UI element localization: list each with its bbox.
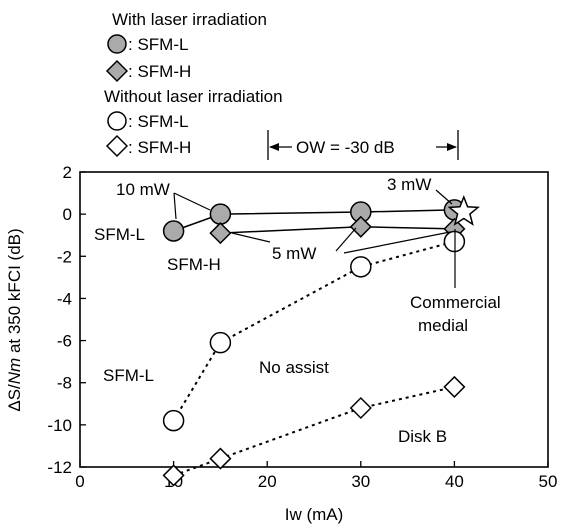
annotation-sfm-l-top: SFM-L [94, 225, 145, 244]
arrow-10mw-to-10 [173, 192, 177, 220]
series-line-4 [173, 385, 455, 477]
data-point-diamond [209, 447, 232, 470]
y-tick-label: -2 [57, 247, 72, 266]
y-axis-label: ΔS/Nm at 350 kFCI (dB) [5, 228, 24, 411]
ow-bracket-right-arrowhead [447, 143, 457, 151]
annotation-medial: medial [418, 316, 468, 335]
axis-ticks [79, 171, 549, 468]
data-point-diamond [443, 375, 466, 398]
annotation-3mw: 3 mW [387, 175, 431, 194]
arrow-5mw-to-30 [335, 227, 357, 252]
data-point-circle [350, 256, 372, 278]
annotation-5mw: 5 mW [272, 244, 316, 263]
data-point-circle [209, 331, 232, 354]
legend-label-sfm-l-no-laser: : SFM-L [128, 112, 188, 131]
plot-frame [79, 171, 549, 468]
legend-title-with-laser: With laser irradiation [112, 10, 267, 29]
legend-title-without-laser: Without laser irradiation [104, 87, 283, 106]
series-line-2 [220, 226, 455, 234]
data-point-diamond [349, 396, 372, 420]
y-tick-label: -8 [57, 374, 72, 393]
y-tick-label: -10 [47, 416, 72, 435]
annotation-commercial: Commercial [410, 293, 501, 312]
y-tick-label: -4 [57, 289, 72, 308]
x-tick-label: 50 [539, 472, 558, 491]
annotation-disk-b: Disk B [398, 427, 447, 446]
y-axis-label-prefix: ΔS/ [5, 384, 24, 412]
x-tick-label: 20 [258, 472, 277, 491]
ow-bracket: OW = -30 dB [267, 130, 459, 160]
data-point-circle [209, 203, 232, 225]
data-point-circle [162, 220, 185, 242]
annotation-10mw: 10 mW [116, 180, 170, 199]
legend-marker-sfm-l-laser [107, 34, 127, 54]
y-tick-label: -12 [47, 458, 72, 477]
legend-label-sfm-h-no-laser: : SFM-H [128, 138, 191, 157]
annotation-no-assist: No assist [259, 358, 329, 377]
x-axis-label: Iw (mA) [285, 505, 344, 524]
legend-label-sfm-h-laser: : SFM-H [128, 62, 191, 81]
arrow-3mw-to-40 [435, 189, 453, 205]
y-tick-label: 2 [63, 163, 72, 182]
ow-bracket-label: OW = -30 dB [296, 138, 395, 157]
series-line-3 [172, 240, 455, 422]
y-tick-label: -6 [57, 332, 72, 351]
series-line-1 [173, 209, 455, 232]
axis-tick-labels: 01020304050-12-10-8-6-4-202 [47, 163, 557, 491]
data-point-diamond [162, 464, 185, 487]
legend-marker-sfm-h-laser [105, 59, 129, 83]
annotation-arrows [173, 189, 453, 254]
data-point-diamond [209, 222, 232, 245]
y-axis-label-suffix: at 350 kFCI (dB) [5, 228, 24, 357]
legend-marker-sfm-h-no-laser [105, 134, 129, 158]
x-tick-label: 0 [75, 472, 84, 491]
x-tick-label: 40 [445, 472, 464, 491]
annotation-sfm-l-bottom: SFM-L [103, 366, 154, 385]
x-tick-label: 30 [351, 472, 370, 491]
legend-label-sfm-l-laser: : SFM-L [128, 35, 188, 54]
commercial-medial-star-marker [447, 194, 480, 226]
data-point-diamond [349, 215, 372, 238]
annotation-sfm-h-top: SFM-H [167, 255, 221, 274]
legend: With laser irradiation : SFM-L : SFM-H W… [104, 10, 283, 158]
arrow-10mw-to-15 [173, 192, 211, 211]
y-tick-label: 0 [63, 205, 72, 224]
arrow-5mw-to-40 [343, 231, 451, 254]
arrow-5mw-to-15 [231, 232, 271, 243]
legend-marker-sfm-l-no-laser [107, 111, 127, 131]
ow-bracket-left-arrowhead [269, 143, 279, 151]
y-axis-label-italic: Nm [5, 358, 24, 384]
data-point-circle [162, 409, 185, 432]
